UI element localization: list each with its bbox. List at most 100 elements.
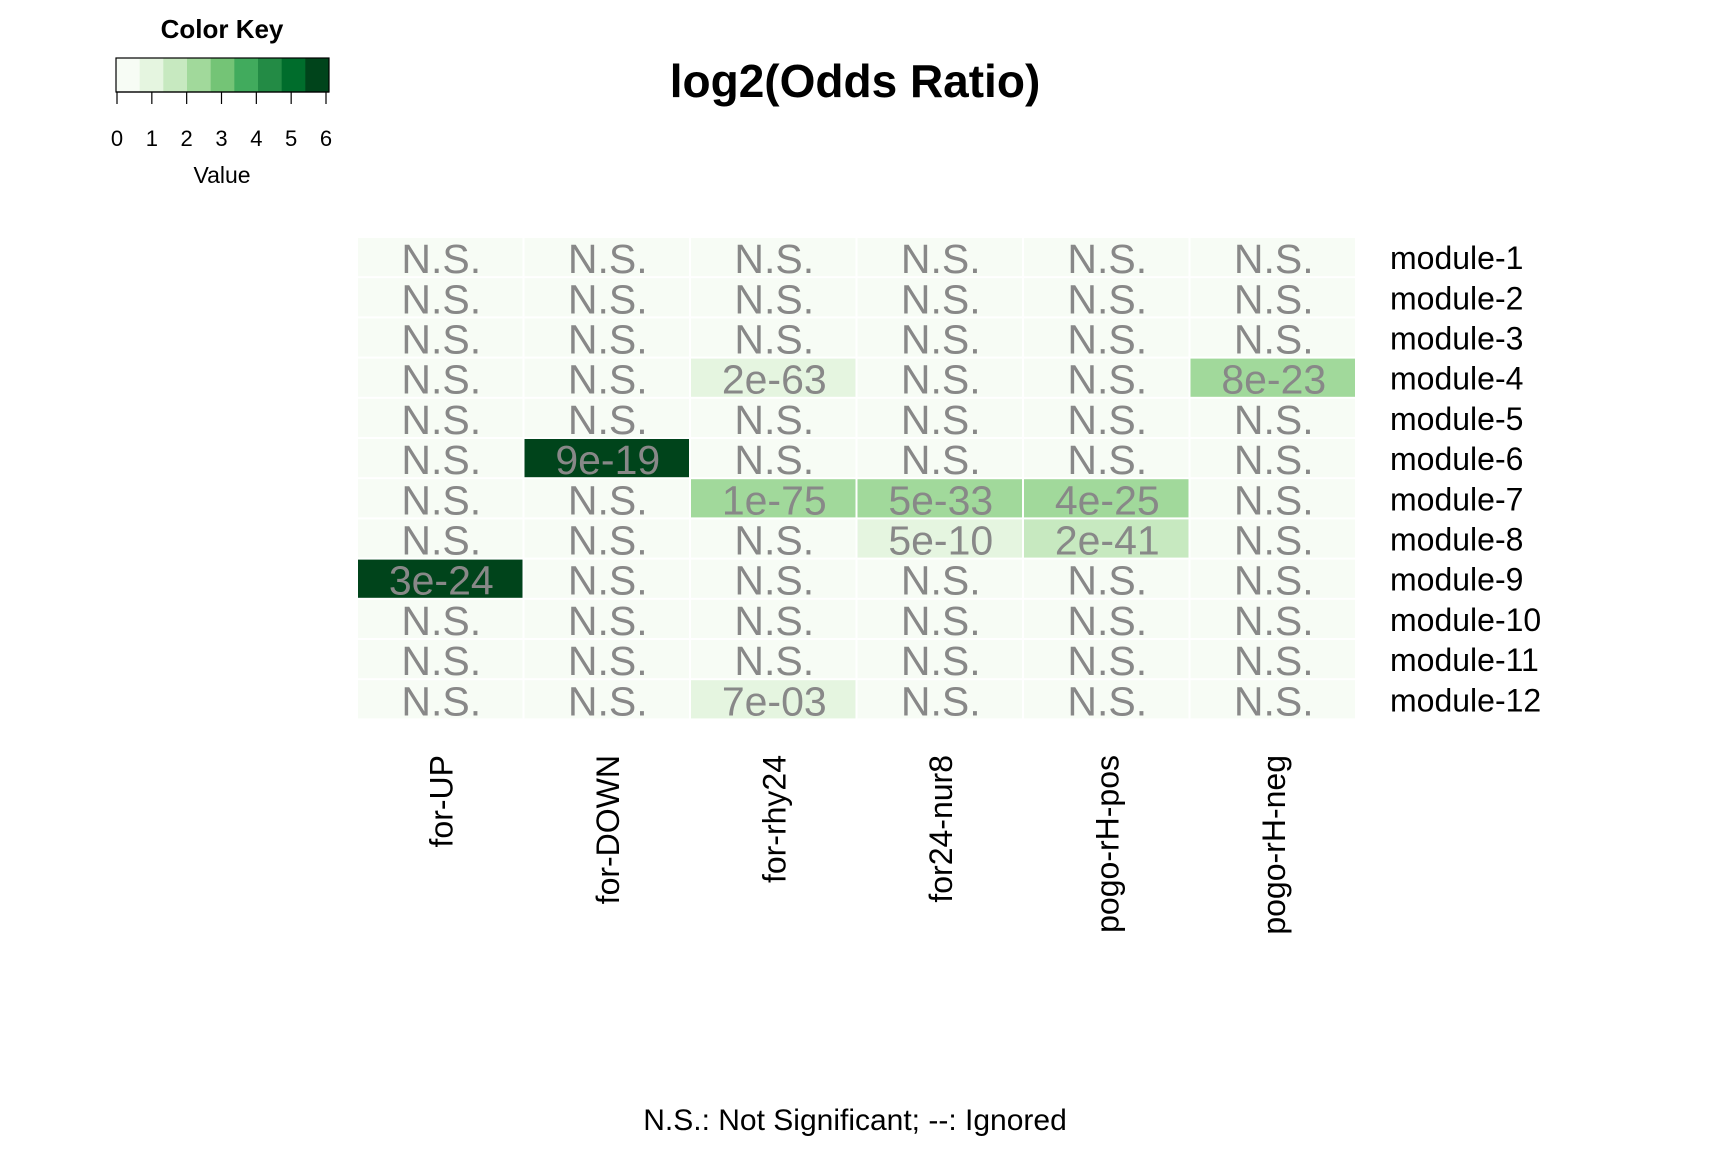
color-key-gradient — [116, 58, 330, 92]
row-label: module-9 — [1390, 562, 1523, 598]
heatmap-cell-label: N.S. — [568, 357, 648, 403]
heatmap-cell-label: N.S. — [1067, 437, 1147, 483]
heatmap-cell-label: N.S. — [734, 437, 814, 483]
heatmap-cell-label: N.S. — [901, 678, 981, 724]
footnote: N.S.: Not Significant; --: Ignored — [643, 1104, 1067, 1137]
heatmap-cell — [691, 519, 856, 558]
heatmap-cell-label: N.S. — [901, 437, 981, 483]
color-key-swatch — [163, 58, 188, 92]
color-key-xlabel: Value — [193, 162, 250, 188]
heatmap-cell — [1024, 358, 1189, 397]
heatmap-cell-label: N.S. — [1067, 357, 1147, 403]
color-key-tick-label: 1 — [146, 126, 158, 151]
heatmap-cell — [358, 559, 523, 598]
heatmap-cell-label: 5e-33 — [888, 477, 993, 523]
heatmap-cell-label: N.S. — [1234, 236, 1314, 282]
heatmap-cell — [857, 479, 1022, 518]
heatmap-cell — [358, 640, 523, 679]
heatmap-cell — [358, 439, 523, 478]
chart-title: log2(Odds Ratio) — [670, 55, 1041, 107]
column-label: pogo-rH-pos — [1089, 755, 1125, 933]
heatmap-cell — [857, 680, 1022, 719]
row-label: module-11 — [1390, 642, 1539, 678]
heatmap-cell-label: N.S. — [568, 236, 648, 282]
column-label: for24-nur8 — [923, 755, 959, 903]
heatmap-cell — [691, 278, 856, 317]
heatmap-cell — [857, 278, 1022, 317]
column-label: for-DOWN — [590, 755, 626, 904]
row-label: module-7 — [1390, 481, 1523, 517]
color-key-tick-label: 4 — [250, 126, 262, 151]
heatmap-cell — [358, 479, 523, 518]
heatmap-cell — [358, 278, 523, 317]
heatmap-cell — [691, 479, 856, 518]
heatmap-cell — [1024, 398, 1189, 437]
heatmap-cell — [1190, 640, 1355, 679]
row-label: module-2 — [1390, 280, 1523, 316]
heatmap-cell-label: N.S. — [401, 276, 481, 322]
heatmap-cell — [358, 238, 523, 277]
heatmap-cell — [524, 599, 689, 638]
heatmap-cell — [524, 640, 689, 679]
heatmap-cell — [524, 479, 689, 518]
column-label: for-UP — [423, 755, 459, 847]
heatmap-cell-label: N.S. — [901, 638, 981, 684]
heatmap-cell-label: N.S. — [1067, 397, 1147, 443]
heatmap-cell — [524, 519, 689, 558]
heatmap-cell — [524, 238, 689, 277]
heatmap-cell — [857, 358, 1022, 397]
heatmap-cell-label: N.S. — [401, 357, 481, 403]
heatmap-cell-label: N.S. — [734, 236, 814, 282]
heatmap-cell-label: N.S. — [568, 317, 648, 363]
heatmap-cell — [1024, 278, 1189, 317]
heatmap-cell-label: 1e-75 — [722, 477, 827, 523]
heatmap-cell — [358, 398, 523, 437]
heatmap-cell — [1190, 439, 1355, 478]
heatmap-cells: N.S. N.S. N.S. N.S. N.S. N.S.N.S. N.S. N.S. N.S.… — [358, 236, 1355, 724]
color-key-swatch — [305, 58, 330, 92]
heatmap-cell — [1024, 680, 1189, 719]
heatmap-cell-label: N.S. — [1067, 276, 1147, 322]
heatmap-cell — [524, 398, 689, 437]
color-key-tick-label: 5 — [285, 126, 297, 151]
heatmap-cell-label: N.S. — [401, 678, 481, 724]
row-labels: module-1 module-2 module-3 module-4 module-5… — [1390, 240, 1541, 718]
heatmap-cell — [524, 680, 689, 719]
heatmap-cell — [691, 358, 856, 397]
row-label: module-12 — [1390, 682, 1541, 718]
heatmap-cell — [1190, 278, 1355, 317]
heatmap-cell — [524, 318, 689, 357]
heatmap-cell-label: N.S. — [568, 678, 648, 724]
heatmap-cell — [691, 640, 856, 679]
heatmap-cell — [857, 519, 1022, 558]
heatmap-cell — [1190, 318, 1355, 357]
heatmap-cell-label: N.S. — [901, 276, 981, 322]
heatmap-cell-label: N.S. — [401, 598, 481, 644]
heatmap-cell — [1190, 599, 1355, 638]
heatmap-cell-label: N.S. — [1234, 276, 1314, 322]
column-label: for-rhy24 — [756, 755, 792, 883]
color-key-swatch — [234, 58, 259, 92]
heatmap-cell — [857, 318, 1022, 357]
heatmap-cell-label: N.S. — [1234, 638, 1314, 684]
heatmap-cell-label: N.S. — [1067, 638, 1147, 684]
heatmap-cell-label: N.S. — [568, 477, 648, 523]
heatmap-cell-label: 3e-24 — [389, 558, 494, 604]
heatmap-cell-label: N.S. — [1234, 598, 1314, 644]
heatmap-cell-label: N.S. — [568, 518, 648, 564]
heatmap-cell — [691, 559, 856, 598]
heatmap-cell — [857, 599, 1022, 638]
heatmap-cell — [691, 238, 856, 277]
heatmap-cell — [524, 559, 689, 598]
heatmap-cell — [358, 599, 523, 638]
heatmap-cell-label: N.S. — [1234, 437, 1314, 483]
heatmap-cell-label: N.S. — [734, 317, 814, 363]
heatmap-cell — [1190, 519, 1355, 558]
heatmap-cell-label: N.S. — [1067, 558, 1147, 604]
heatmap-cell-label: N.S. — [734, 598, 814, 644]
heatmap-cell-label: 5e-10 — [888, 518, 993, 564]
row-label: module-10 — [1390, 602, 1541, 638]
heatmap-cell-label: N.S. — [1234, 518, 1314, 564]
row-label: module-1 — [1390, 240, 1523, 276]
